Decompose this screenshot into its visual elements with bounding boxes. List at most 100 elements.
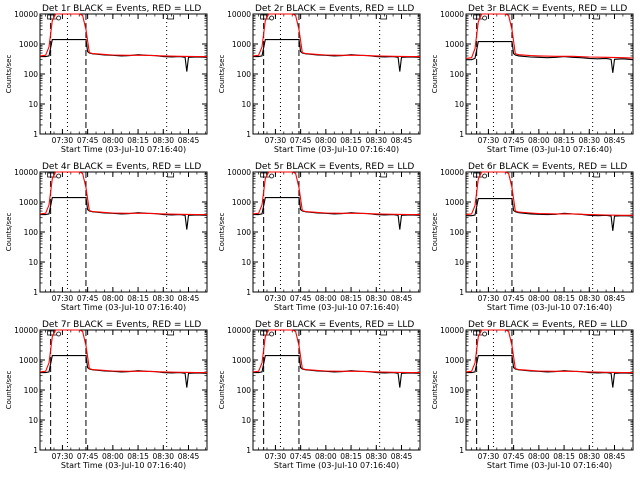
y-tick-label: 1000: [232, 356, 251, 365]
x-tick-label: 08:30: [152, 294, 174, 303]
plot-frame: [39, 329, 208, 451]
x-tick-label: 07:45: [503, 452, 525, 461]
x-tick-label: 07:45: [503, 294, 525, 303]
plot-panel-3: Det 3r BLACK = Events, RED = LLD 1 10 100 10…: [431, 4, 634, 154]
y-tick-label: 10000: [14, 168, 38, 177]
plot-panel-2: Det 2r BLACK = Events, RED = LLD 1 10 100 10…: [218, 4, 421, 154]
x-tick-label: 08:30: [578, 452, 600, 461]
x-tick-label: 07:30: [478, 452, 500, 461]
top-marker: [56, 15, 62, 21]
plot-title: Det 1r BLACK = Events, RED = LLD: [42, 4, 201, 14]
plot-frame: [465, 171, 634, 293]
x-axis-label: Start Time (03-Jul-10 07:16:40): [61, 145, 186, 154]
y-tick-label: 100: [237, 386, 252, 395]
lld-series-line: [252, 329, 420, 374]
y-tick-label: 10: [454, 258, 464, 267]
x-tick-label: 08:45: [178, 452, 200, 461]
x-tick-label: 08:00: [315, 294, 337, 303]
x-tick-label: 08:15: [340, 452, 362, 461]
lld-series-line: [465, 329, 633, 374]
y-tick-label: 1: [459, 288, 464, 297]
y-tick-label: 10: [28, 100, 38, 109]
x-tick-label: 08:30: [152, 136, 174, 145]
plot-frame: [252, 329, 421, 451]
x-tick-label: 08:45: [391, 452, 413, 461]
top-marker: [593, 173, 601, 178]
top-marker: [482, 331, 488, 337]
x-tick-label: 08:30: [578, 294, 600, 303]
x-tick-label: 07:30: [52, 294, 74, 303]
plot-panel-7: Det 7r BLACK = Events, RED = LLD 1 10 100 10…: [5, 320, 208, 470]
x-tick-label: 08:15: [340, 136, 362, 145]
lld-series-line: [465, 13, 634, 59]
y-tick-label: 100: [24, 70, 39, 79]
y-tick-label: 1000: [445, 40, 464, 49]
x-axis-label: Start Time (03-Jul-10 07:16:40): [274, 303, 399, 312]
x-tick-label: 08:45: [391, 294, 413, 303]
lld-series-line: [465, 171, 633, 216]
top-marker: [167, 331, 175, 336]
top-marker: [56, 331, 62, 337]
plot-panel-5: Det 5r BLACK = Events, RED = LLD 1 10 100 10…: [218, 162, 421, 312]
plot-panel-4: Det 4r BLACK = Events, RED = LLD 1 10 100 10…: [5, 162, 208, 312]
y-tick-label: 1000: [445, 198, 464, 207]
y-tick-label: 10: [28, 416, 38, 425]
y-tick-label: 1000: [232, 198, 251, 207]
x-tick-label: 08:15: [127, 452, 149, 461]
x-tick-label: 07:45: [290, 136, 312, 145]
events-series-line: [466, 41, 634, 73]
x-tick-label: 08:30: [365, 452, 387, 461]
plot-panel-9: Det 9r BLACK = Events, RED = LLD 1 10 100 10…: [431, 320, 634, 470]
top-marker: [482, 173, 488, 179]
y-tick-label: 1000: [232, 40, 251, 49]
x-tick-label: 08:00: [315, 452, 337, 461]
top-marker: [593, 331, 601, 336]
y-axis-label: Counts/sec: [5, 371, 13, 410]
y-tick-label: 1000: [19, 40, 38, 49]
plot-frame: [252, 171, 421, 293]
y-tick-label: 1: [33, 446, 38, 455]
y-tick-label: 10000: [227, 326, 251, 335]
y-tick-label: 100: [24, 228, 39, 237]
x-tick-label: 08:30: [152, 452, 174, 461]
y-tick-label: 10000: [440, 10, 464, 19]
top-marker: [380, 15, 388, 20]
top-marker: [167, 15, 175, 20]
y-tick-label: 1: [246, 130, 251, 139]
lld-series-line: [252, 13, 420, 58]
y-tick-label: 1: [459, 446, 464, 455]
x-axis-label: Start Time (03-Jul-10 07:16:40): [61, 303, 186, 312]
y-tick-label: 10000: [227, 168, 251, 177]
top-marker: [56, 173, 62, 179]
lld-series-line: [39, 171, 207, 216]
y-axis-label: Counts/sec: [431, 371, 439, 410]
plot-panel-6: Det 6r BLACK = Events, RED = LLD 1 10 100 10…: [431, 162, 634, 312]
y-tick-label: 100: [450, 228, 465, 237]
plot-frame: [465, 329, 634, 451]
x-tick-label: 08:15: [553, 452, 575, 461]
y-tick-label: 100: [24, 386, 39, 395]
lld-series-line: [252, 171, 420, 216]
x-tick-label: 08:30: [365, 136, 387, 145]
x-tick-label: 08:15: [340, 294, 362, 303]
x-tick-label: 08:30: [365, 294, 387, 303]
y-tick-label: 1000: [445, 356, 464, 365]
y-tick-label: 10: [241, 416, 251, 425]
x-tick-label: 07:30: [52, 452, 74, 461]
x-tick-label: 08:00: [528, 452, 550, 461]
x-tick-label: 07:45: [290, 294, 312, 303]
x-tick-label: 07:45: [503, 136, 525, 145]
plot-title: Det 5r BLACK = Events, RED = LLD: [255, 162, 414, 172]
y-tick-label: 10000: [227, 10, 251, 19]
x-tick-label: 08:00: [528, 294, 550, 303]
y-axis-label: Counts/sec: [218, 213, 226, 252]
y-axis-label: Counts/sec: [218, 371, 226, 410]
y-axis-label: Counts/sec: [431, 55, 439, 94]
y-tick-label: 10000: [14, 10, 38, 19]
y-tick-label: 100: [237, 228, 252, 237]
plot-title: Det 7r BLACK = Events, RED = LLD: [42, 320, 201, 330]
plot-frame: [465, 13, 634, 135]
top-marker: [167, 173, 175, 178]
y-tick-label: 1000: [19, 356, 38, 365]
